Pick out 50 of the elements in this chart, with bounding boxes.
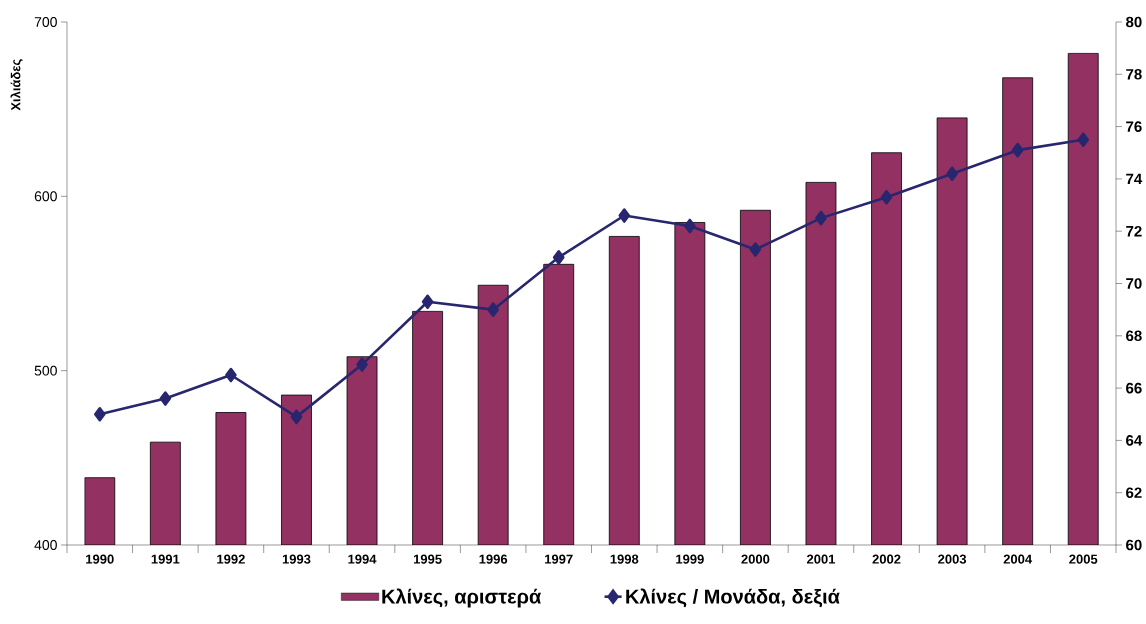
point	[946, 166, 958, 181]
point	[93, 406, 106, 422]
y2-tick-label: 64	[1126, 435, 1143, 446]
x-tick-label: 1995	[413, 554, 442, 564]
y-axis-title: Χιλιάδες	[10, 59, 23, 111]
point	[684, 218, 696, 234]
y-tick-label: 700	[34, 17, 57, 27]
x-tick-label: 1990	[86, 554, 114, 564]
y-tick-label: 500	[34, 365, 57, 376]
y2-tick-label: 72	[1126, 225, 1142, 237]
y2-tick-label: 68	[1126, 330, 1142, 342]
y2-tick-label: 60	[1126, 539, 1142, 551]
point	[552, 250, 565, 265]
point	[487, 302, 499, 317]
x-tick-label: 1994	[348, 554, 377, 564]
x-tick-label: 2004	[1003, 554, 1033, 564]
point	[815, 210, 827, 226]
x-tick-label: 2002	[872, 554, 901, 564]
point	[618, 208, 631, 223]
x-tick-label: 1999	[676, 554, 704, 564]
y2-tick-label: 62	[1126, 487, 1142, 498]
y2-tick-label: 74	[1126, 173, 1143, 185]
point	[356, 357, 368, 372]
x-tick-label: 2000	[741, 554, 770, 564]
x-tick-label: 1997	[545, 554, 573, 564]
point	[1077, 132, 1090, 147]
x-tick-label: 2001	[806, 554, 836, 564]
x-tick-label: 1996	[479, 554, 508, 564]
x-tick-label: 1991	[151, 554, 180, 564]
point	[290, 409, 303, 425]
point	[880, 189, 893, 205]
y-tick-label: 400	[34, 540, 57, 550]
y2-tick-label: 80	[1126, 16, 1142, 28]
point	[749, 242, 762, 257]
y2-tick-label: 70	[1126, 278, 1142, 289]
y2-tick-label: 78	[1126, 68, 1142, 80]
x-tick-label: 1992	[217, 554, 245, 564]
point	[1011, 142, 1024, 158]
legend-label: Κλίνες, αριστερά	[382, 588, 542, 608]
point	[421, 294, 434, 310]
y-tick-label: 600	[34, 191, 57, 202]
y2-tick-label: 76	[1126, 121, 1142, 132]
x-tick-label: 2005	[1069, 554, 1098, 564]
point	[225, 367, 237, 383]
point	[159, 391, 172, 406]
x-tick-label: 1998	[610, 554, 639, 564]
y2-tick-label: 66	[1126, 382, 1142, 394]
x-tick-label: 1993	[282, 554, 311, 564]
x-tick-label: 2003	[938, 554, 967, 564]
legend-label: Κλίνες / Μονάδα, δεξιά	[626, 588, 840, 608]
